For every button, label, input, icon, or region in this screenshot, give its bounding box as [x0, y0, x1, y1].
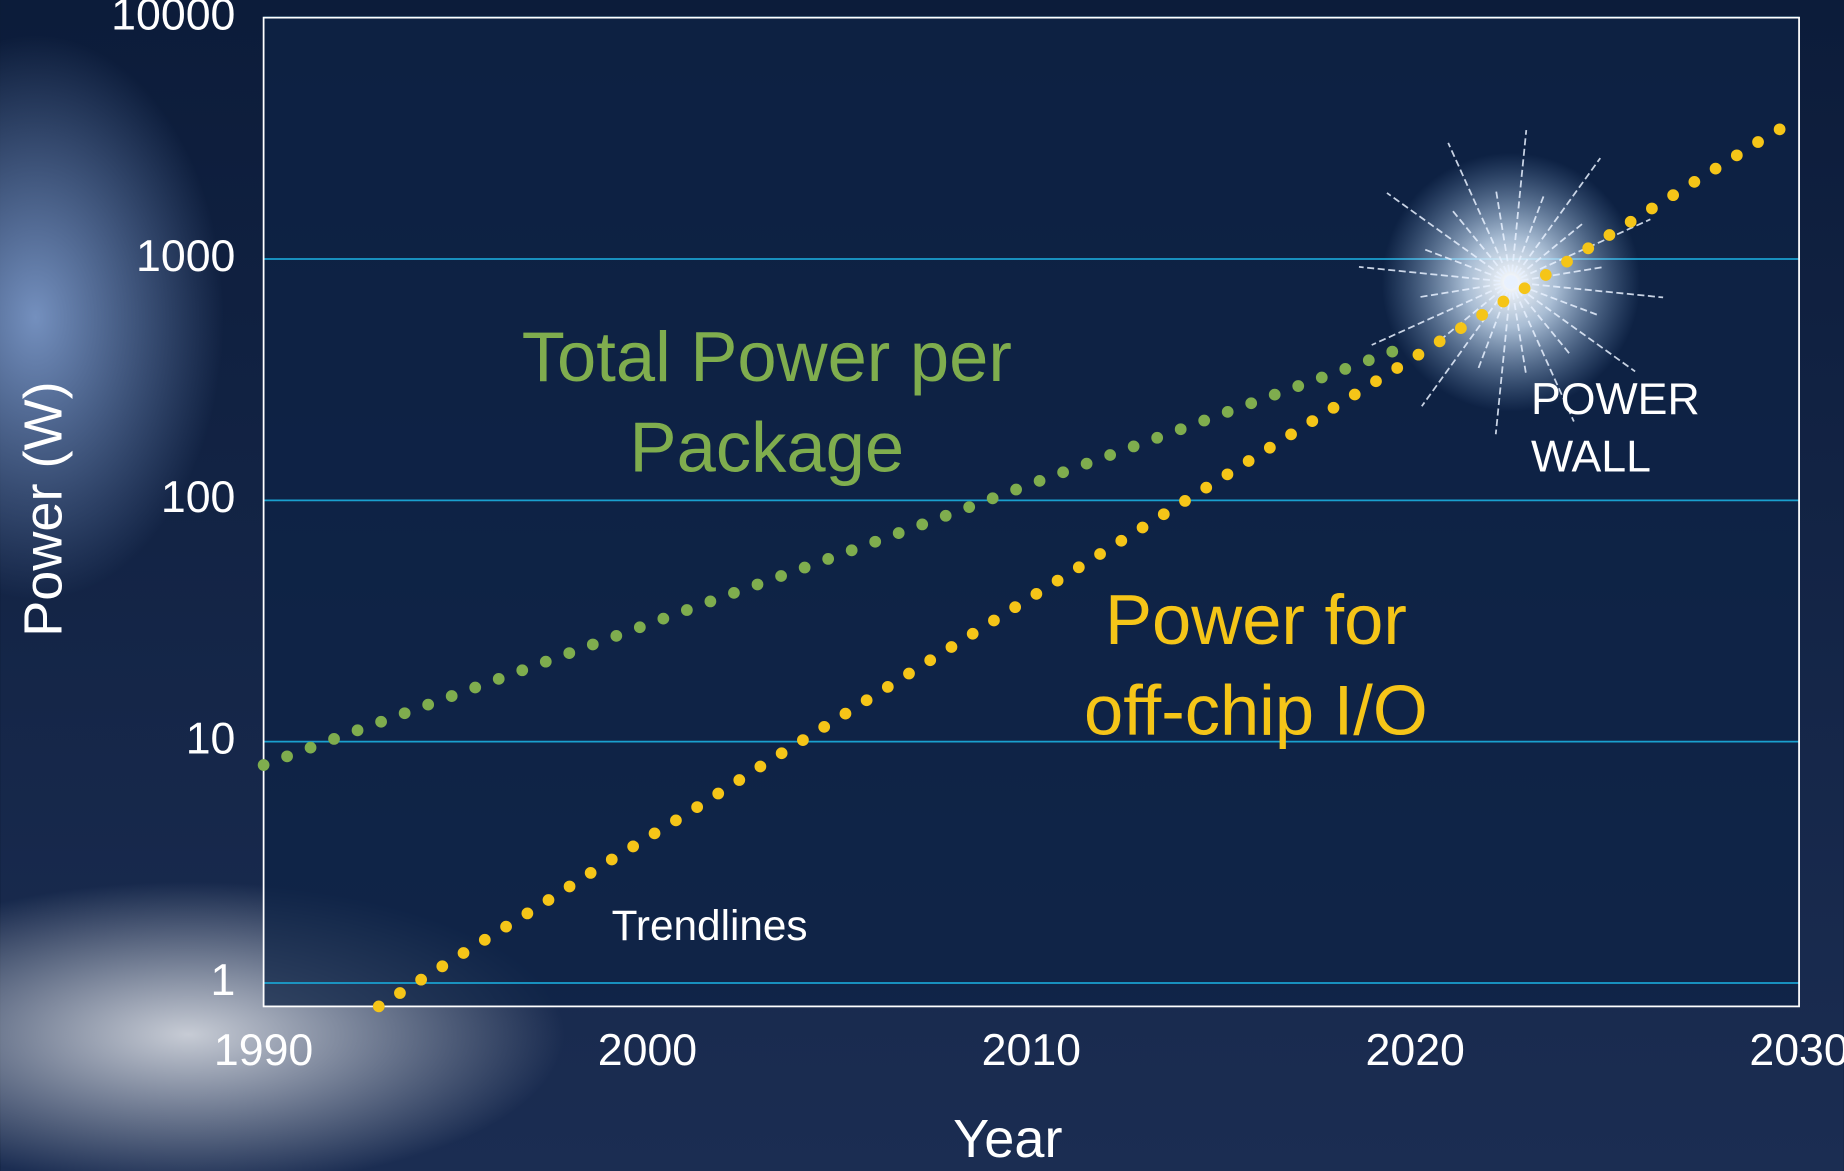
x-tick-label: 2000	[598, 1026, 697, 1075]
annotation: POWER	[1531, 375, 1700, 424]
series-label: Total Power per	[522, 317, 1012, 396]
y-tick-label: 100	[161, 473, 236, 522]
x-axis-title: Year	[953, 1109, 1062, 1169]
y-axis-title: Power (W)	[14, 381, 74, 636]
y-tick-label: 10000	[111, 0, 235, 39]
annotation: Trendlines	[612, 902, 808, 949]
y-tick-label: 10	[186, 714, 236, 763]
y-tick-label: 1	[211, 956, 236, 1005]
chart: Year Power (W) 1 10 100 1000 10000 1990 2000 20…	[0, 0, 1844, 1171]
x-tick-label: 2020	[1366, 1026, 1465, 1075]
x-tick-label: 1990	[214, 1026, 313, 1075]
series-label: Package	[630, 407, 904, 486]
series-label: Power for	[1105, 580, 1407, 659]
plot-area	[264, 18, 1799, 1007]
series-label: off-chip I/O	[1084, 671, 1428, 750]
x-tick-label: 2030	[1749, 1026, 1844, 1075]
annotation: WALL	[1531, 432, 1651, 481]
y-tick-label: 1000	[136, 232, 235, 281]
x-tick-label: 2010	[982, 1026, 1081, 1075]
